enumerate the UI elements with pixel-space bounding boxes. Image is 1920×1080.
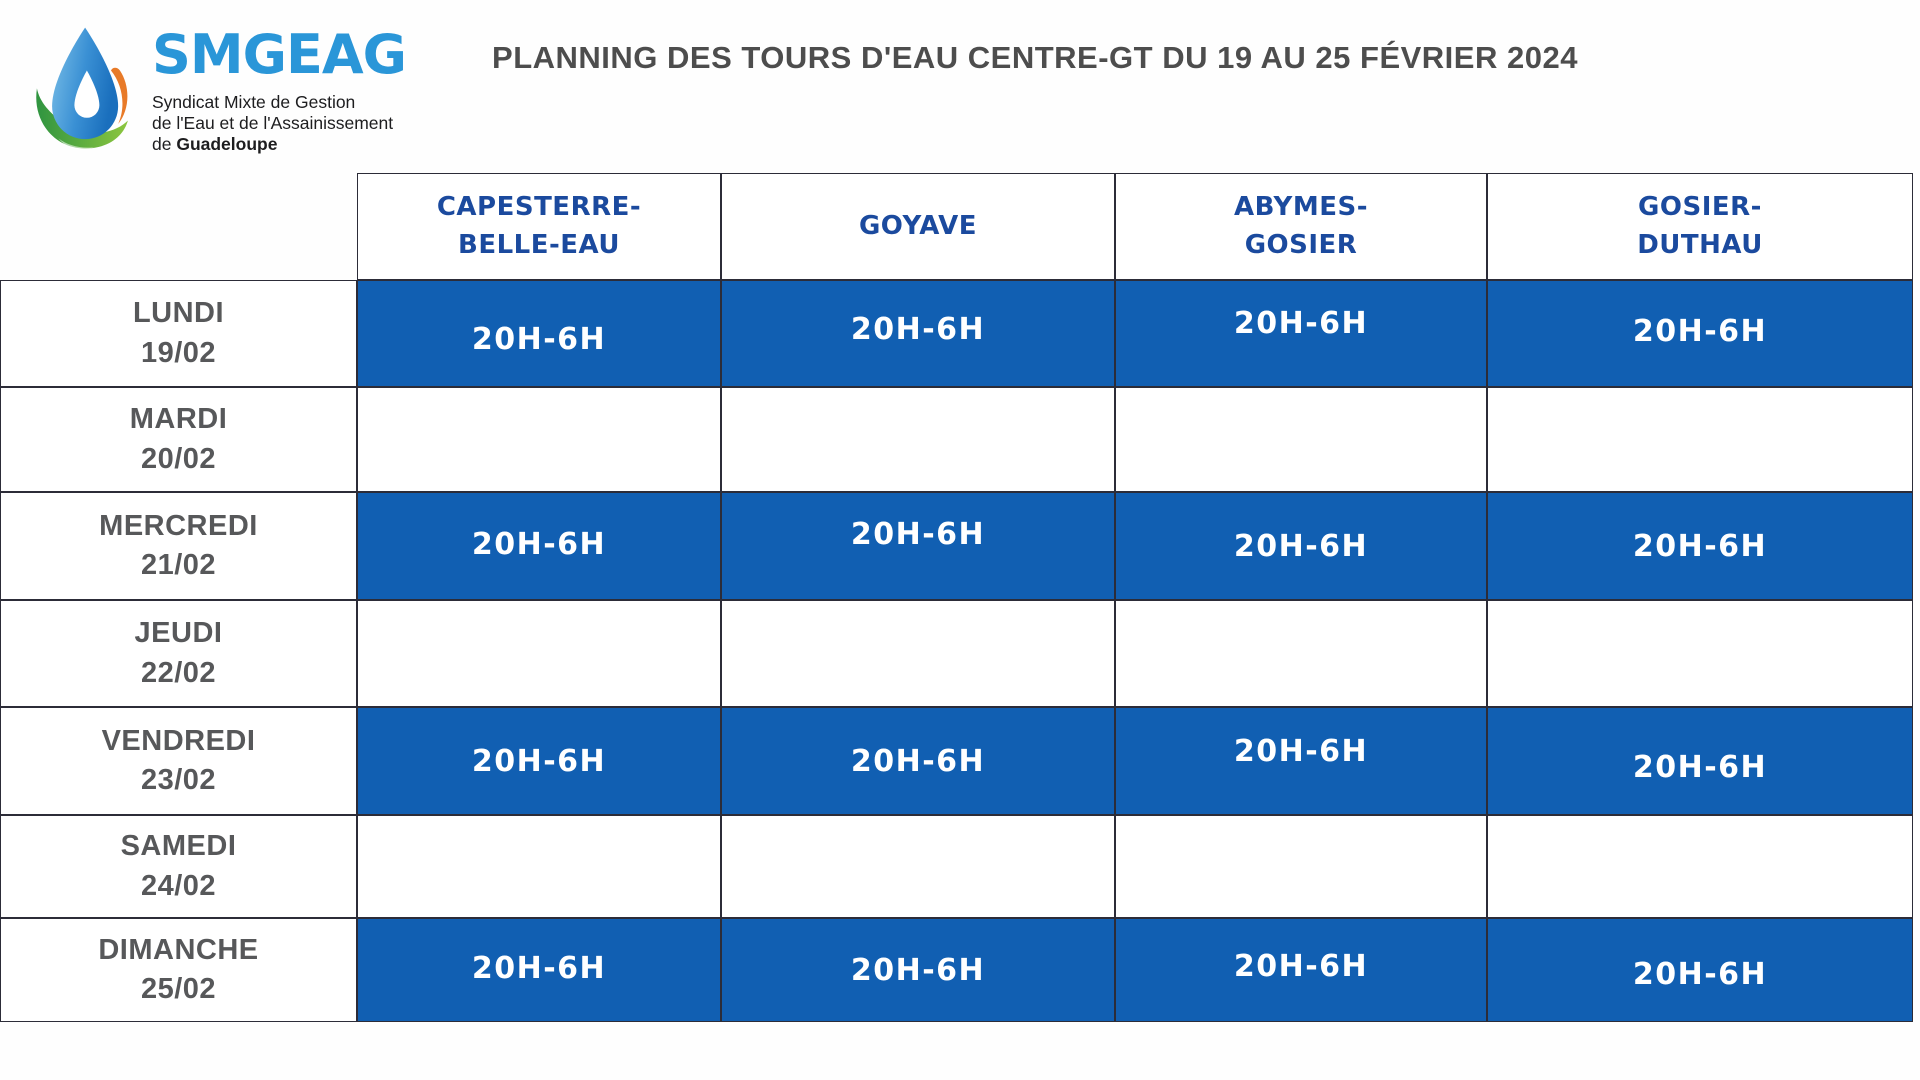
table-corner-empty	[0, 173, 357, 280]
day-date: 21/02	[140, 549, 217, 581]
row-header-mardi: MARDI 20/02	[0, 387, 357, 492]
schedule-cell-dimanche-goyave: 20H-6H	[721, 918, 1115, 1022]
schedule-cell-vendredi-abymes: 20H-6H	[1115, 707, 1487, 815]
tagline-line2: de l'Eau et de l'Assainissement	[152, 113, 394, 133]
schedule-cell-dimanche-abymes: 20H-6H	[1115, 918, 1487, 1022]
column-header-abymes-gosier: ABYMES- GOSIER	[1115, 173, 1487, 280]
tagline-region: Guadeloupe	[176, 134, 278, 154]
day-date: 23/02	[140, 764, 217, 796]
row-header-lundi: LUNDI 19/02	[0, 280, 357, 387]
day-date: 20/02	[140, 442, 217, 475]
row-header-samedi: SAMEDI 24/02	[0, 815, 357, 918]
logo-leaf-highlight	[58, 138, 95, 151]
schedule-cell-jeudi-abymes	[1115, 600, 1487, 707]
schedule-cell-lundi-goyave: 20H-6H	[721, 280, 1115, 387]
day-date: 22/02	[140, 656, 217, 689]
day-name: VENDREDI	[101, 724, 256, 757]
schedule-cell-mardi-abymes	[1115, 387, 1487, 492]
row-header-dimanche: DIMANCHE 25/02	[0, 918, 357, 1022]
brand-name: SMGEAG	[152, 23, 407, 86]
column-header-capesterre-belle-eau: CAPESTERRE- BELLE-EAU	[357, 173, 721, 280]
schedule-cell-jeudi-gosier	[1487, 600, 1913, 707]
schedule-cell-mercredi-capesterre: 20H-6H	[357, 492, 721, 600]
day-name: MERCREDI	[99, 509, 258, 542]
brand-text: SMGEAG Syndicat Mixte de Gestion de l'Eau…	[152, 23, 407, 155]
logo-inner-drop	[74, 70, 100, 118]
brand-tagline: Syndicat Mixte de Gestion de l'Eau et de …	[152, 92, 406, 155]
schedule-cell-samedi-capesterre	[357, 815, 721, 918]
logo-orange-accent	[110, 67, 128, 125]
tagline-line1: Syndicat Mixte de Gestion	[152, 92, 356, 112]
day-name: MARDI	[129, 403, 228, 436]
smgeag-water-drop-logo-icon	[36, 27, 128, 151]
day-name: JEUDI	[134, 617, 223, 650]
column-header-gosier-duthau: GOSIER- DUTHAU	[1487, 173, 1913, 280]
day-name: LUNDI	[132, 297, 225, 330]
row-header-vendredi: VENDREDI 23/02	[0, 707, 357, 815]
schedule-cell-samedi-gosier	[1487, 815, 1913, 918]
day-date: 19/02	[140, 336, 217, 369]
schedule-cell-lundi-capesterre: 20H-6H	[357, 280, 721, 387]
day-name: DIMANCHE	[98, 933, 259, 966]
day-date: 24/02	[140, 869, 217, 902]
schedule-cell-samedi-abymes	[1115, 815, 1487, 918]
schedule-cell-mercredi-abymes: 20H-6H	[1115, 492, 1487, 600]
schedule-cell-mercredi-goyave: 20H-6H	[721, 492, 1115, 600]
schedule-cell-dimanche-gosier: 20H-6H	[1487, 918, 1913, 1022]
schedule-cell-dimanche-capesterre: 20H-6H	[357, 918, 721, 1022]
schedule-cell-jeudi-capesterre	[357, 600, 721, 707]
day-date: 25/02	[140, 973, 217, 1005]
page-title: PLANNING DES TOURS D'EAU CENTRE-GT DU 19…	[492, 40, 1578, 75]
schedule-cell-lundi-gosier: 20H-6H	[1487, 280, 1913, 387]
schedule-cell-vendredi-gosier: 20H-6H	[1487, 707, 1913, 815]
column-header-goyave: GOYAVE	[721, 173, 1115, 280]
row-header-jeudi: JEUDI 22/02	[0, 600, 357, 707]
schedule-cell-vendredi-capesterre: 20H-6H	[357, 707, 721, 815]
schedule-cell-samedi-goyave	[721, 815, 1115, 918]
day-name: SAMEDI	[120, 830, 237, 863]
schedule-cell-mardi-capesterre	[357, 387, 721, 492]
schedule-cell-mardi-gosier	[1487, 387, 1913, 492]
brand-block: SMGEAG Syndicat Mixte de Gestion de l'Eau…	[28, 16, 407, 166]
logo-leaf	[36, 88, 128, 149]
schedule-cell-mercredi-gosier: 20H-6H	[1487, 492, 1913, 600]
row-header-mercredi: MERCREDI 21/02	[0, 492, 357, 600]
schedule-cell-lundi-abymes: 20H-6H	[1115, 280, 1487, 387]
schedule-table: CAPESTERRE- BELLE-EAU GOYAVE ABYMES- GOS…	[0, 173, 1913, 1022]
schedule-cell-jeudi-goyave	[721, 600, 1115, 707]
schedule-cell-vendredi-goyave: 20H-6H	[721, 707, 1115, 815]
tagline-line3: de	[152, 134, 177, 154]
schedule-cell-mardi-goyave	[721, 387, 1115, 492]
